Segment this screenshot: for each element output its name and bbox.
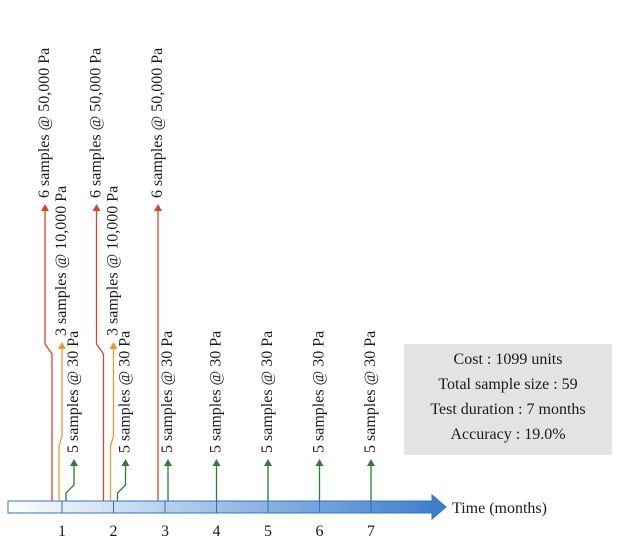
test-arrows: 6 samples @ 50,000 Pa3 samples @ 10,000 …: [36, 48, 379, 501]
label-high-month-1: 6 samples @ 50,000 Pa: [36, 48, 53, 198]
arrowhead-mid: [58, 342, 66, 349]
tick-label-5: 5: [264, 523, 272, 540]
label-mid-month-2: 3 samples @ 10,000 Pa: [105, 186, 122, 336]
tick-label-1: 1: [58, 523, 66, 540]
label-low-month-5: 5 samples @ 30 Pa: [259, 331, 276, 453]
label-mid-month-1: 3 samples @ 10,000 Pa: [53, 186, 70, 336]
label-low-month-1: 5 samples @ 30 Pa: [65, 331, 82, 453]
arrowhead-mid: [109, 342, 118, 349]
arrowhead-low: [121, 459, 130, 466]
arrowhead-low: [212, 459, 221, 466]
tick-label-3: 3: [161, 523, 169, 540]
arrow-mid-month-1: [58, 349, 63, 501]
arrow-high-month-1: [44, 211, 53, 501]
label-high-month-3: 6 samples @ 50,000 Pa: [149, 48, 166, 198]
arrowhead-low: [164, 459, 172, 466]
summary-box: Cost : 1099 units Total sample size : 59…: [404, 344, 612, 455]
arrowhead-low: [70, 459, 78, 466]
time-axis: [7, 493, 447, 521]
month-ticks: 1 2 3 4 5 6 7: [58, 501, 375, 540]
arrow-high-month-2: [95, 211, 105, 501]
sample-size-text: Total sample size : 59: [438, 376, 578, 393]
axis-label: Time (months): [452, 500, 547, 517]
label-high-month-2: 6 samples @ 50,000 Pa: [88, 48, 105, 198]
tick-label-7: 7: [367, 523, 375, 540]
cost-text: Cost : 1099 units: [453, 351, 563, 368]
arrowhead-high: [41, 204, 49, 211]
arrow-low-month-2: [116, 466, 127, 501]
arrowhead-low: [315, 459, 324, 466]
arrowhead-low: [367, 459, 375, 466]
accuracy-text: Accuracy : 19.0%: [450, 426, 566, 443]
label-low-month-2: 5 samples @ 30 Pa: [117, 331, 134, 453]
arrow-low-month-1: [65, 466, 75, 501]
tick-label-2: 2: [110, 523, 118, 540]
label-low-month-6: 5 samples @ 30 Pa: [311, 331, 328, 453]
tick-label-6: 6: [316, 523, 324, 540]
tick-label-4: 4: [213, 523, 221, 540]
duration-text: Test duration : 7 months: [430, 401, 586, 418]
label-low-month-7: 5 samples @ 30 Pa: [362, 331, 379, 453]
arrowhead-high: [154, 204, 162, 211]
time-axis-arrow: [7, 493, 447, 521]
arrow-mid-month-2: [109, 349, 115, 501]
label-low-month-4: 5 samples @ 30 Pa: [208, 331, 225, 453]
label-low-month-3: 5 samples @ 30 Pa: [159, 331, 176, 453]
arrowhead-high: [92, 204, 101, 211]
arrowhead-low: [264, 459, 272, 466]
